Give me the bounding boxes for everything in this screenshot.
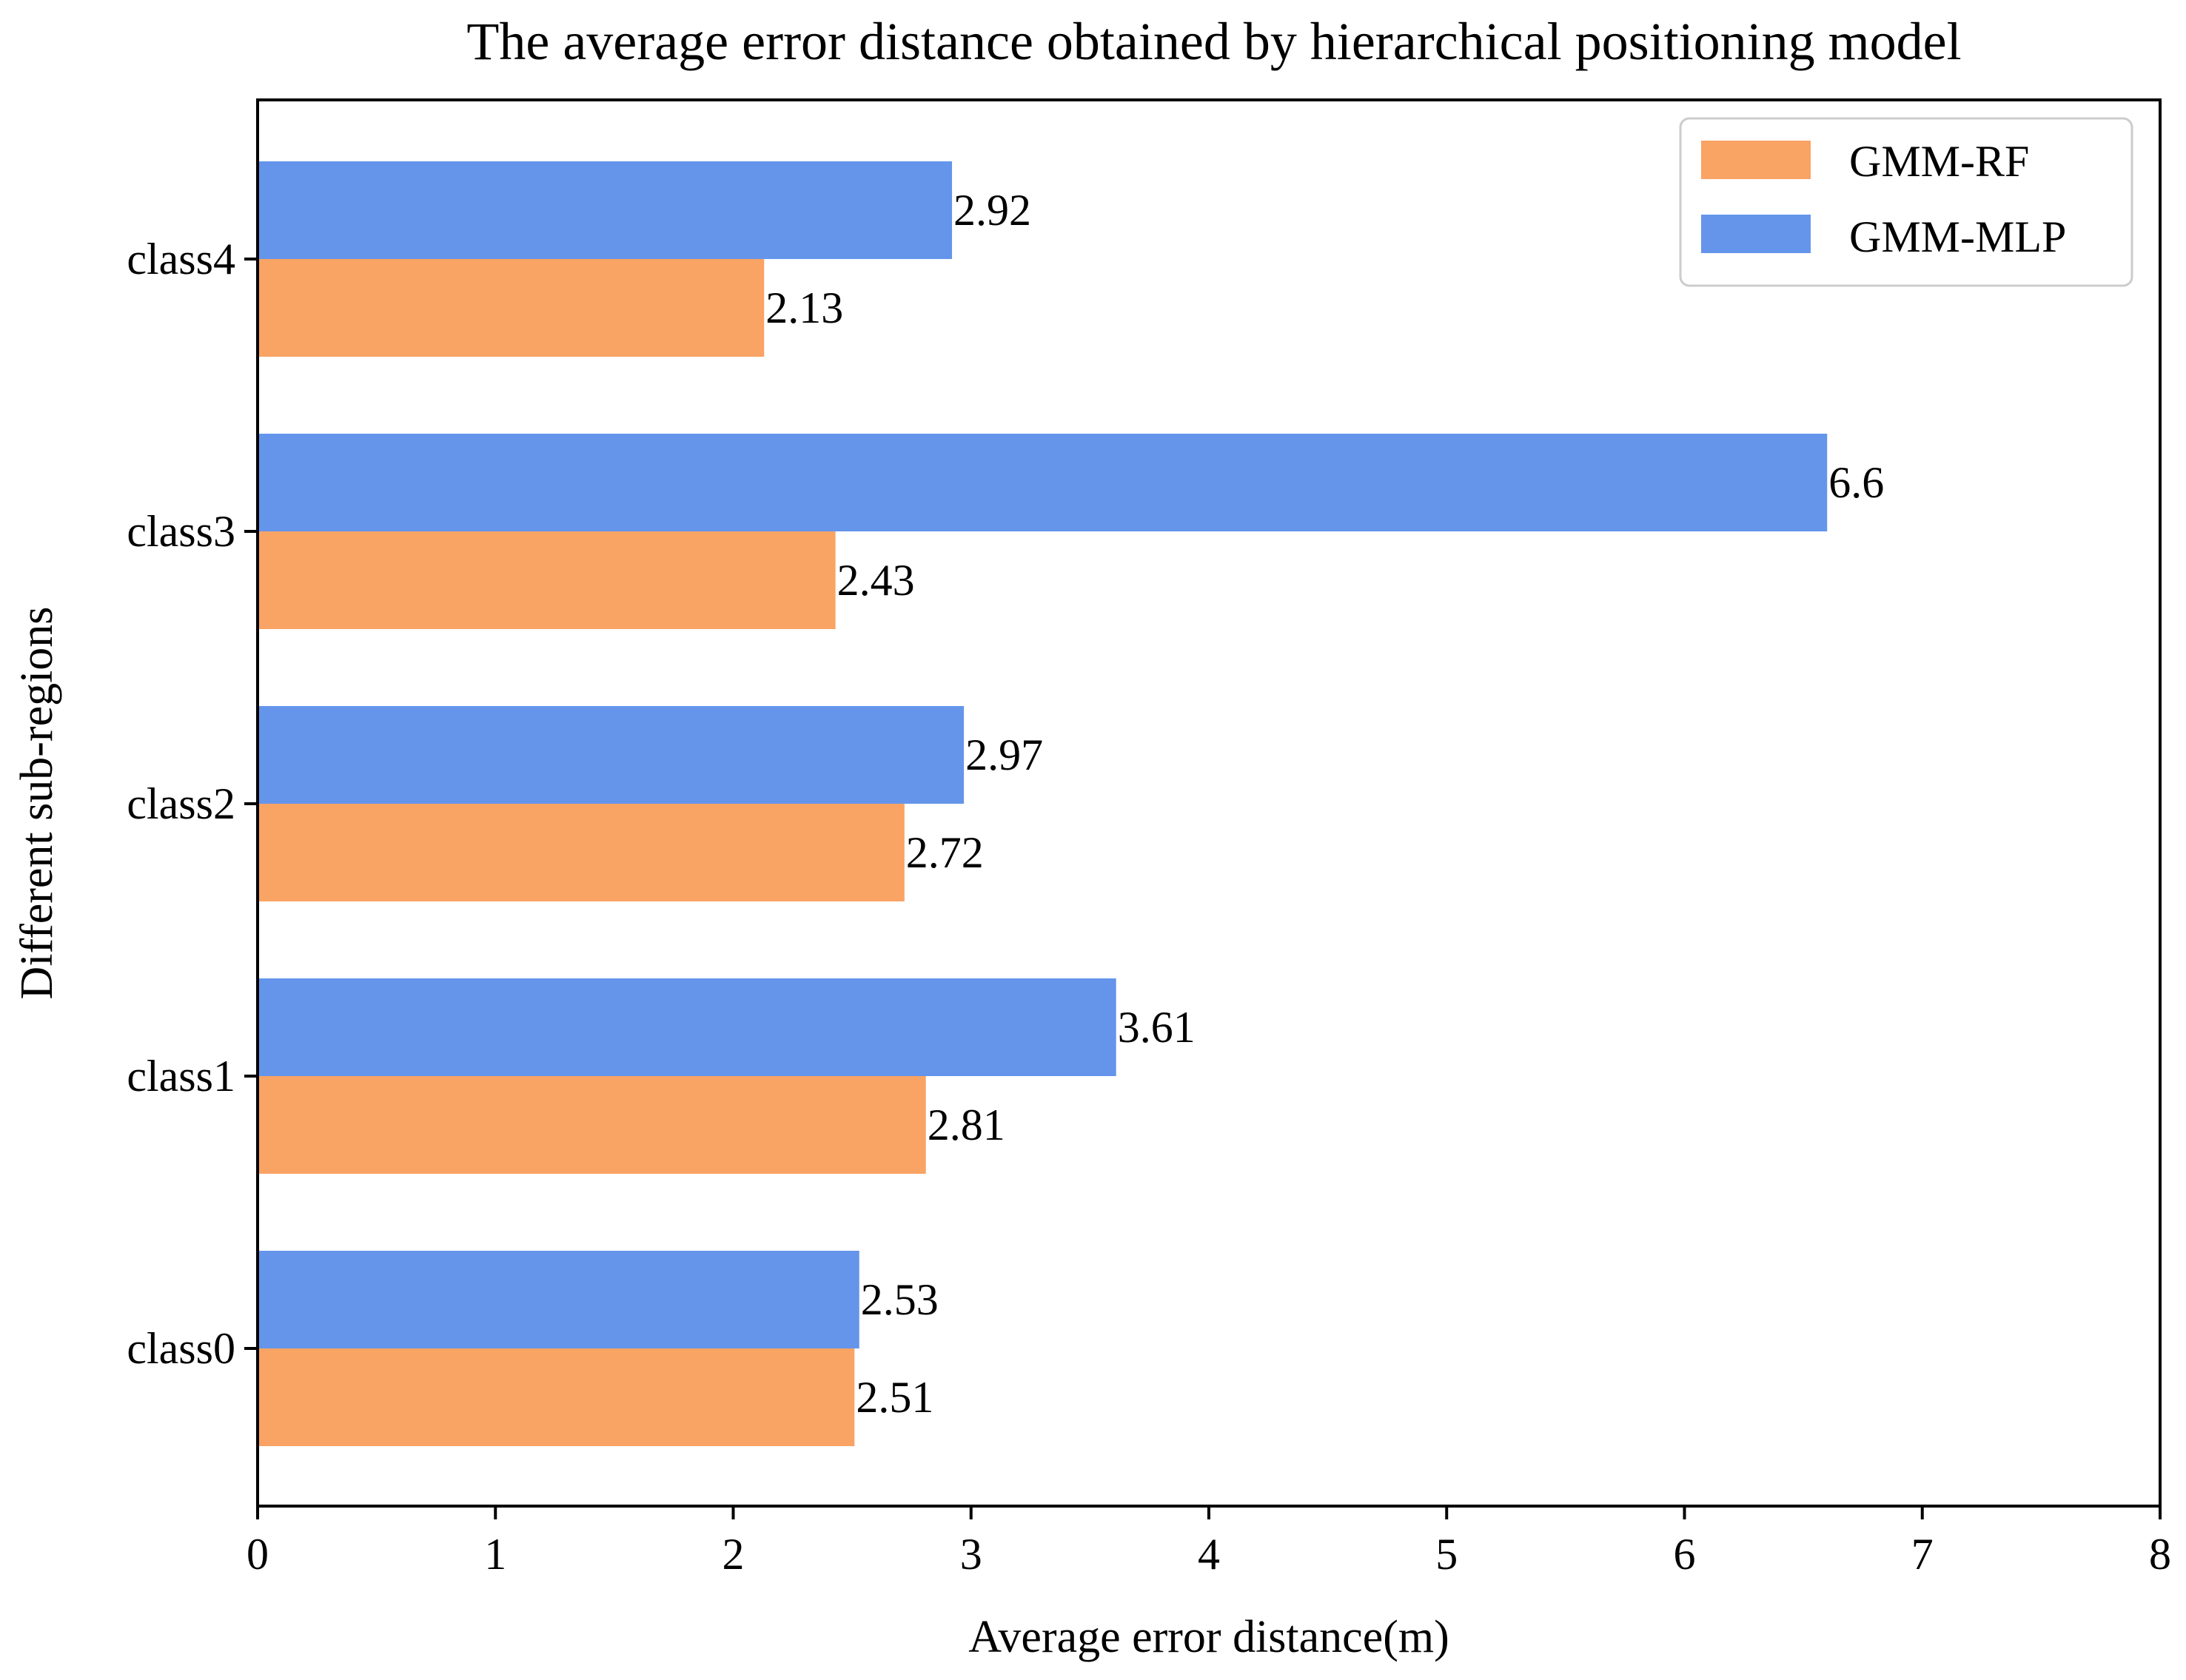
data-label-gmm-rf-class2: 2.72 xyxy=(906,828,984,877)
data-label-gmm-mlp-class3: 6.6 xyxy=(1828,458,1884,507)
y-tick-label-class3: class3 xyxy=(127,507,235,556)
y-axis-label: Different sub-regions xyxy=(12,607,62,1000)
x-tick-label-5: 5 xyxy=(1435,1530,1458,1579)
x-tick-label-0: 0 xyxy=(247,1530,269,1579)
x-tick-label-1: 1 xyxy=(484,1530,506,1579)
bar-gmm-mlp-class3 xyxy=(258,434,1828,531)
legend-label-gmm-rf: GMM-RF xyxy=(1849,137,2029,186)
bar-gmm-mlp-class1 xyxy=(258,978,1116,1076)
legend-swatch-gmm-mlp xyxy=(1701,215,1811,253)
data-label-gmm-mlp-class2: 2.97 xyxy=(965,730,1043,779)
data-labels-group: 2.51 2.53 2.81 3.61 2.72 2.97 2.43 6.6 2.13 2.92 xyxy=(765,186,1884,1422)
data-label-gmm-rf-class4: 2.13 xyxy=(765,283,843,332)
legend-swatch-gmm-rf xyxy=(1701,141,1811,179)
x-tick-label-4: 4 xyxy=(1198,1530,1220,1579)
bar-gmm-rf-class2 xyxy=(258,804,905,901)
y-axis-ticks: class0 class1 class2 class3 class4 xyxy=(127,235,258,1373)
data-label-gmm-rf-class1: 2.81 xyxy=(928,1101,1005,1149)
x-axis-ticks: 0 1 2 3 4 5 6 7 8 xyxy=(247,1506,2171,1579)
x-tick-label-2: 2 xyxy=(722,1530,745,1579)
bars-group xyxy=(258,161,1828,1446)
data-label-gmm-mlp-class1: 3.61 xyxy=(1118,1003,1196,1052)
x-tick-label-6: 6 xyxy=(1674,1530,1696,1579)
data-label-gmm-mlp-class0: 2.53 xyxy=(861,1275,939,1324)
bar-gmm-rf-class0 xyxy=(258,1348,855,1446)
x-tick-label-8: 8 xyxy=(2149,1530,2171,1579)
data-label-gmm-rf-class0: 2.51 xyxy=(856,1373,933,1422)
x-tick-label-7: 7 xyxy=(1911,1530,1934,1579)
bar-gmm-mlp-class4 xyxy=(258,161,953,259)
data-label-gmm-mlp-class4: 2.92 xyxy=(953,186,1031,235)
legend: GMM-RF GMM-MLP xyxy=(1679,117,2133,287)
y-tick-label-class4: class4 xyxy=(127,235,235,283)
bar-gmm-rf-class4 xyxy=(258,259,765,357)
bar-gmm-mlp-class0 xyxy=(258,1251,859,1348)
y-tick-label-class0: class0 xyxy=(127,1324,235,1373)
legend-label-gmm-mlp: GMM-MLP xyxy=(1849,212,2066,261)
y-tick-label-class1: class1 xyxy=(127,1052,235,1101)
bar-gmm-mlp-class2 xyxy=(258,706,965,804)
x-tick-label-3: 3 xyxy=(960,1530,982,1579)
chart-title: The average error distance obtained by h… xyxy=(466,12,1961,71)
x-axis-label: Average error distance(m) xyxy=(968,1612,1449,1662)
data-label-gmm-rf-class3: 2.43 xyxy=(837,556,915,605)
bar-gmm-rf-class1 xyxy=(258,1076,926,1174)
y-tick-label-class2: class2 xyxy=(127,779,235,828)
bar-gmm-rf-class3 xyxy=(258,531,836,629)
